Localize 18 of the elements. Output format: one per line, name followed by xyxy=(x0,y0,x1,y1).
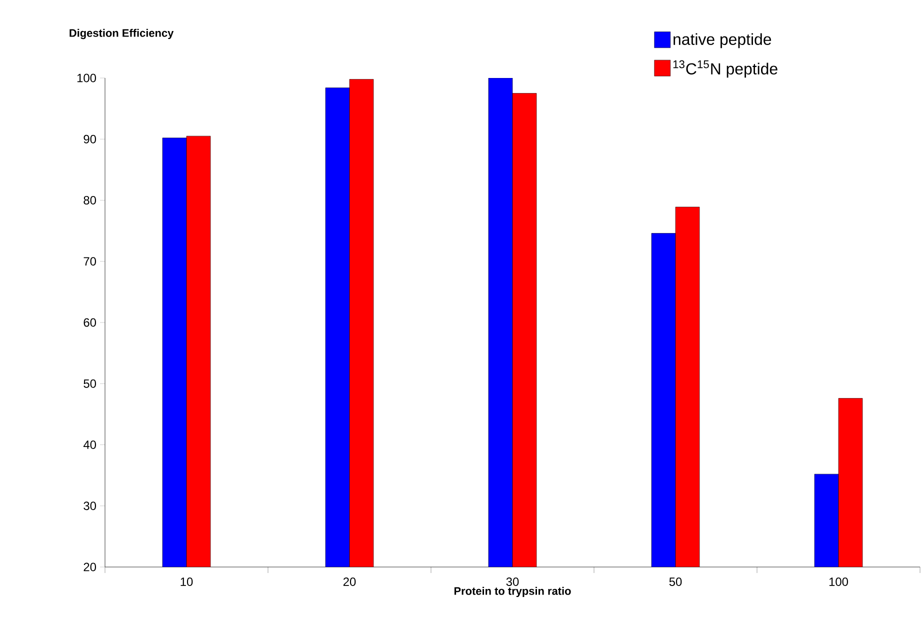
legend-label: native peptide xyxy=(674,33,772,48)
y-tick-label: 100 xyxy=(77,74,96,82)
x-tick-label: 50 xyxy=(669,578,682,586)
y-tick-label: 70 xyxy=(84,257,96,266)
y-tick-label: 60 xyxy=(84,318,96,327)
x-tick-label: 30 xyxy=(506,578,519,586)
y-tick-label: 40 xyxy=(83,440,96,449)
x-tick-label: 100 xyxy=(829,578,848,586)
x-axis-title: Protein to trypsin ratio xyxy=(454,586,571,598)
y-tick-label: 20 xyxy=(84,562,96,572)
legend-label: $^{13}$C$^{15}$N peptide xyxy=(673,60,778,78)
y-tick-label: 90 xyxy=(84,134,96,144)
x-tick-label: 10 xyxy=(180,578,193,586)
x-tick-label: 20 xyxy=(343,578,356,586)
y-tick-label: 50 xyxy=(84,379,96,388)
y-axis-title: Digestion Efficiency xyxy=(70,28,174,40)
y-tick-label: 30 xyxy=(84,502,96,510)
y-tick-label: 80 xyxy=(84,196,96,204)
